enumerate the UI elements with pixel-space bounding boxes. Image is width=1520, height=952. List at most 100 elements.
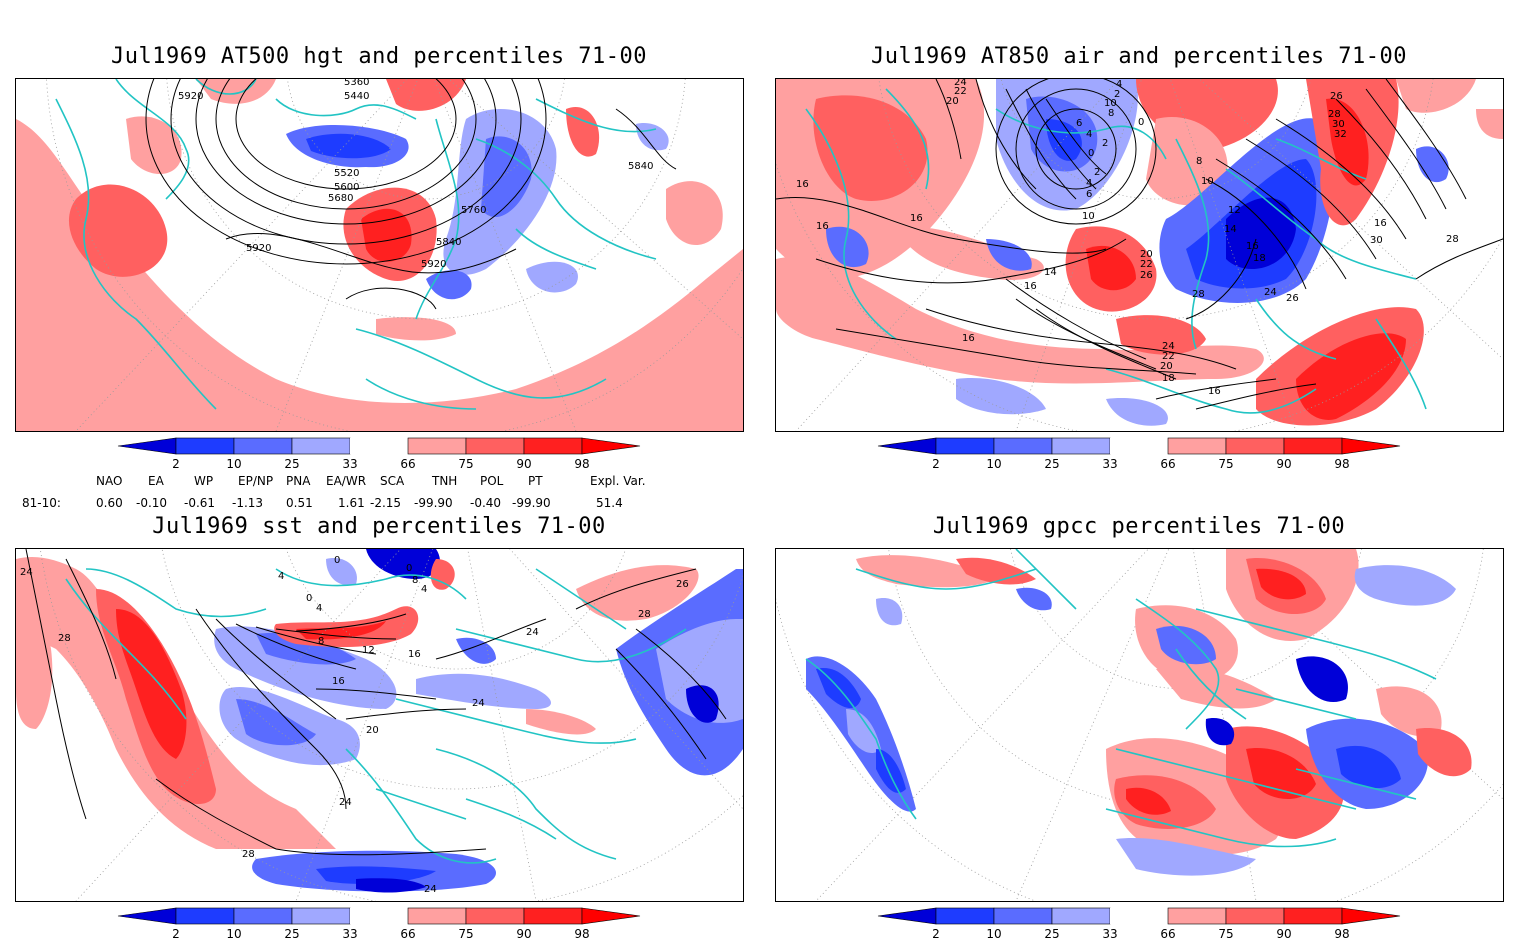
contour-label: 4 <box>278 571 284 582</box>
map-air850: 24 22 20 4 2 10 8 6 4 2 0 0 2 4 6 8 10 2… <box>776 79 1503 431</box>
contour-label: 24 <box>1264 287 1277 298</box>
colorbar-gpcc: 2 10 25 33 66 75 90 98 <box>877 907 1418 952</box>
index-value: 51.4 <box>596 496 623 510</box>
colorbar-tick-label: 75 <box>458 927 473 941</box>
colorbar-hgt500: 2 10 25 33 66 75 90 98 <box>117 437 658 482</box>
sst-contours <box>25 549 727 856</box>
colorbar-tick-label: 2 <box>932 457 940 471</box>
index-value: 0.51 <box>286 496 313 510</box>
contour-label: 16 <box>1246 241 1259 252</box>
contour-label: 30 <box>1370 235 1383 246</box>
colorbar-arrow-high <box>1341 907 1401 925</box>
colorbar-segment <box>233 907 293 925</box>
contour-label: 16 <box>408 649 421 660</box>
index-value: -0.61 <box>184 496 216 510</box>
contour-label: 5360 <box>344 79 369 88</box>
colorbar-segment <box>465 437 525 455</box>
colorbar-tick-label: 98 <box>1334 457 1349 471</box>
colorbar-tick-label: 25 <box>284 457 299 471</box>
colorbar-segment <box>523 907 583 925</box>
map-panel-gpcc <box>775 548 1504 902</box>
colorbar-tick-label: 90 <box>1276 927 1291 941</box>
colorbar-segment <box>993 907 1053 925</box>
contour-label: 4 <box>1086 178 1092 189</box>
contour-label: 10 <box>1104 98 1117 109</box>
colorbar-segment <box>1110 908 1168 924</box>
contour-label: 20 <box>366 725 379 736</box>
height-contours <box>145 79 677 310</box>
contour-label: 2 <box>1094 167 1100 178</box>
contour-label: 24 <box>424 884 437 895</box>
contour-label: 5920 <box>178 91 203 102</box>
contour-label: 0 <box>306 593 312 604</box>
colorbar-tick-label: 25 <box>1044 457 1059 471</box>
contour-label: 14 <box>1224 224 1237 235</box>
contour-label: 18 <box>1253 253 1266 264</box>
contour-label: 32 <box>1334 129 1347 140</box>
contour-label: 16 <box>1374 218 1387 229</box>
contour-label: 22 <box>1140 259 1153 270</box>
colorbar-arrow-high <box>581 907 641 925</box>
map-sst: 24 28 0 4 0 8 4 0 4 8 12 16 16 20 24 28 … <box>16 549 743 901</box>
colorbar-segment <box>1110 438 1168 454</box>
map-gpcc <box>776 549 1503 901</box>
contour-label: 5600 <box>334 182 359 193</box>
contour-label: 6 <box>1086 189 1092 200</box>
colorbar-segment <box>1225 437 1285 455</box>
anomaly-shading <box>806 549 1472 876</box>
colorbar-tick-label: 2 <box>172 927 180 941</box>
colorbar-segment <box>993 437 1053 455</box>
index-header: EA/WR <box>326 474 367 488</box>
colorbar-tick-label: 2 <box>172 457 180 471</box>
colorbar-segment <box>291 907 351 925</box>
colorbar-segment <box>1283 437 1343 455</box>
colorbar-tick-label: 66 <box>400 927 415 941</box>
index-header: TNH <box>432 474 458 488</box>
anomaly-shading <box>16 549 743 893</box>
colorbar-segment <box>1051 437 1111 455</box>
map-panel-hgt500: 5360 5440 5920 5520 5600 5680 5760 5840 … <box>15 78 744 432</box>
contour-label: 2 <box>1102 138 1108 149</box>
panel-title-sst: Jul1969 sst and percentiles 71-00 <box>152 514 606 539</box>
index-header: PNA <box>286 474 311 488</box>
contour-label: 30 <box>1332 119 1345 130</box>
contour-label: 8 <box>412 575 418 586</box>
contour-label: 5760 <box>461 205 486 216</box>
contour-label: 26 <box>1140 270 1153 281</box>
contour-label: 12 <box>362 645 375 656</box>
contour-label: 24 <box>526 627 539 638</box>
graticule <box>776 79 1503 431</box>
index-header: NAO <box>96 474 123 488</box>
index-value: -2.15 <box>370 496 402 510</box>
colorbar-tick-label: 25 <box>284 927 299 941</box>
colorbar-segment <box>1051 907 1111 925</box>
contour-label: 16 <box>796 179 809 190</box>
colorbar-tick-label: 33 <box>1102 457 1117 471</box>
colorbar-segment <box>175 907 235 925</box>
colorbar-arrow-low <box>877 907 937 925</box>
colorbar-segment <box>465 907 525 925</box>
contour-label: 26 <box>676 579 689 590</box>
contour-label: 28 <box>1446 234 1459 245</box>
graticule <box>40 549 743 901</box>
contour-label: 5920 <box>421 259 446 270</box>
colorbar-tick-label: 10 <box>986 927 1001 941</box>
colorbar-svg: 2 10 25 33 66 75 90 98 <box>117 437 641 471</box>
colorbar-tick-label: 66 <box>400 457 415 471</box>
contour-label: 28 <box>1192 289 1205 300</box>
teleconnection-indices: NAO EA WP EP/NP PNA EA/WR SCA TNH POL PT… <box>18 474 718 514</box>
contour-label: 24 <box>339 797 352 808</box>
index-value: -0.10 <box>136 496 168 510</box>
contour-label: 16 <box>1024 281 1037 292</box>
colorbar-arrow-high <box>581 437 641 455</box>
colorbar-segment <box>291 437 351 455</box>
index-value: -99.90 <box>512 496 551 510</box>
temperature-contours <box>776 79 1503 410</box>
contour-label: 4 <box>421 584 427 595</box>
coastlines <box>805 549 1437 848</box>
colorbar-tick-label: 75 <box>458 457 473 471</box>
index-header: Expl. Var. <box>590 474 646 488</box>
contour-label: 10 <box>1201 176 1214 187</box>
colorbar-arrow-low <box>877 437 937 455</box>
colorbar-segment <box>935 437 995 455</box>
